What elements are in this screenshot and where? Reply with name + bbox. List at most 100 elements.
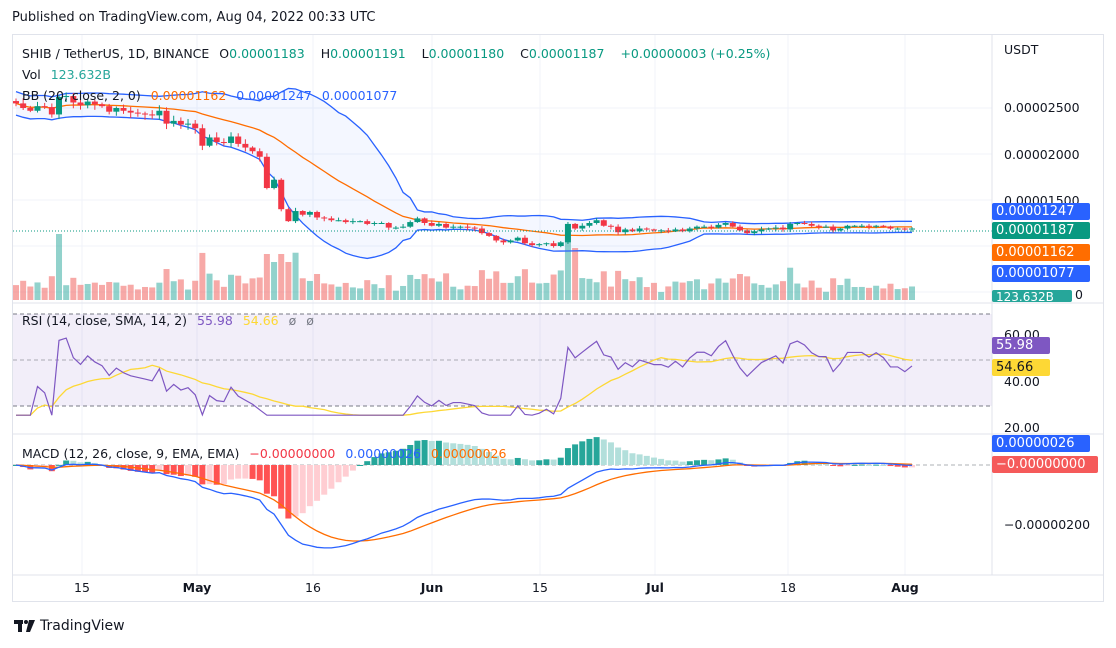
volume-bar xyxy=(235,275,242,300)
candle-body xyxy=(722,223,729,225)
candle-body xyxy=(335,220,342,222)
high-label: H xyxy=(320,46,331,61)
time-tick: Jul xyxy=(646,580,664,595)
macd-histogram-bar xyxy=(149,465,156,473)
candle-body xyxy=(543,243,550,245)
published-note: Published on TradingView.com, Aug 04, 20… xyxy=(12,10,376,25)
volume-bar xyxy=(392,290,399,300)
volume-bar xyxy=(91,282,98,300)
candle-body xyxy=(84,101,91,106)
bb-upper-tag: 0.00001247 xyxy=(992,203,1090,220)
volume-bar xyxy=(371,284,378,300)
macd-histogram-bar xyxy=(314,465,321,501)
volume-bar xyxy=(63,285,70,300)
volume-bar xyxy=(435,281,442,300)
rsi-tick: 20.00 xyxy=(1004,420,1040,435)
volume-bar xyxy=(658,291,665,300)
candles xyxy=(13,92,915,248)
tradingview-logo[interactable]: TradingView xyxy=(14,618,125,634)
symbol-legend[interactable]: SHIB / TetherUS, 1D, BINANCE O0.00001183… xyxy=(22,46,776,61)
candle-body xyxy=(48,107,55,115)
volume-bar xyxy=(650,282,657,300)
candle-body xyxy=(744,230,751,234)
volume-bar xyxy=(414,279,421,300)
candle-body xyxy=(693,226,700,229)
candle-body xyxy=(192,123,199,129)
macd-histogram-bar xyxy=(607,442,614,465)
candle-body xyxy=(765,228,772,230)
macd-tag: 0.00000026 xyxy=(992,435,1090,452)
candle-body xyxy=(586,223,593,226)
volume-bar xyxy=(249,278,256,300)
macd-histogram-bar xyxy=(34,465,41,469)
volume-bar xyxy=(299,278,306,300)
candle-body xyxy=(63,96,70,98)
price-tick: 0.00002000 xyxy=(1004,147,1080,162)
candle-body xyxy=(235,136,242,144)
volume-bar xyxy=(715,278,722,300)
macd-histogram-bar xyxy=(342,465,349,477)
volume-bar xyxy=(464,285,471,300)
candle-body xyxy=(751,231,758,234)
candle-body xyxy=(213,137,220,143)
volume-bar xyxy=(765,287,772,300)
macd-histogram-bar xyxy=(443,442,450,465)
candle-body xyxy=(572,223,579,229)
candle-body xyxy=(894,228,901,230)
macd-histogram-bar xyxy=(156,465,163,471)
macd-histogram-bar xyxy=(127,465,134,471)
volume-bar xyxy=(615,270,622,300)
macd-histogram-bar xyxy=(328,465,335,489)
candle-body xyxy=(808,223,815,226)
volume-legend[interactable]: Vol 123.632B xyxy=(22,67,117,82)
macd-histogram-bar xyxy=(521,459,528,465)
time-tick: Jun xyxy=(420,580,444,595)
candle-body xyxy=(299,211,306,215)
volume-bar xyxy=(271,262,278,300)
macd-histogram-bar xyxy=(564,448,571,465)
macd-histogram-bar xyxy=(235,465,242,479)
rsi-value: 55.98 xyxy=(197,313,233,328)
price-axis-currency[interactable]: USDT xyxy=(1004,42,1039,57)
candle-body xyxy=(41,106,48,108)
rsi-legend[interactable]: RSI (14, close, SMA, 14, 2) 55.98 54.66 … xyxy=(22,313,320,328)
candle-body xyxy=(306,211,313,215)
macd-histogram-bar xyxy=(48,465,55,472)
time-tick: May xyxy=(182,580,212,595)
volume-bar xyxy=(256,277,263,300)
volume-bar xyxy=(629,281,636,300)
volume-bar xyxy=(529,282,536,300)
candle-body xyxy=(450,226,457,228)
volume-bar xyxy=(865,287,872,300)
candle-body xyxy=(149,114,156,116)
candle-body xyxy=(414,218,421,223)
bb-label: BB (20, close, 2, 0) xyxy=(22,88,141,103)
macd-legend[interactable]: MACD (12, 26, close, 9, EMA, EMA) −0.000… xyxy=(22,446,512,461)
volume-bar xyxy=(894,289,901,300)
volume-bar xyxy=(321,283,328,300)
candle-body xyxy=(20,103,27,108)
chart-frame[interactable] xyxy=(12,34,1104,602)
volume-bar xyxy=(185,289,192,300)
candle-body xyxy=(593,220,600,223)
candle-body xyxy=(220,142,227,144)
volume-bar xyxy=(579,278,586,300)
candle-body xyxy=(521,237,528,244)
volume-bar xyxy=(170,281,177,300)
macd-histogram-bar xyxy=(543,459,550,465)
candle-body xyxy=(163,110,170,124)
volume-bar xyxy=(349,287,356,300)
macd-histogram-bar xyxy=(636,454,643,465)
volume-bar xyxy=(328,284,335,300)
macd-histogram-bar xyxy=(457,443,464,465)
candle-body xyxy=(880,225,887,227)
change-value: +0.00000003 (+0.25%) xyxy=(620,46,771,61)
volume-bar xyxy=(507,282,514,300)
price-zero-tick: 0 xyxy=(1075,287,1083,302)
volume-bar xyxy=(557,270,564,300)
candle-body xyxy=(134,112,141,114)
bb-legend[interactable]: BB (20, close, 2, 0) 0.00001162 0.000012… xyxy=(22,88,403,103)
volume-bar xyxy=(400,285,407,300)
volume-bar xyxy=(163,269,170,300)
